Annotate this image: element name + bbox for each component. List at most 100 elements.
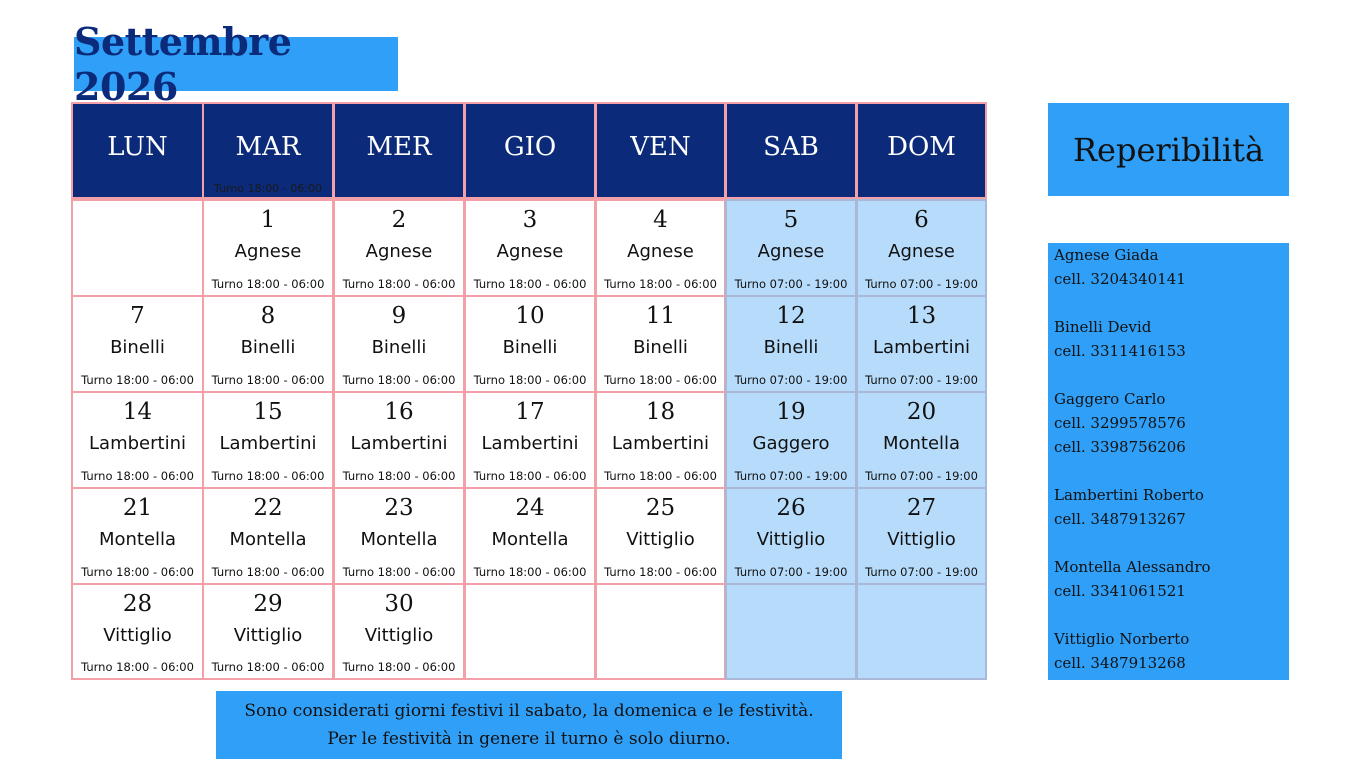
day-cell-16: 16 Lambertini Turno 18:00 - 06:00 — [333, 391, 465, 489]
shift-time: Turno 18:00 - 06:00 — [342, 660, 456, 674]
on-call-name: Lambertini — [89, 433, 186, 454]
contact-phone: cell. 3299578576 — [1054, 414, 1186, 432]
day-number: 22 — [253, 495, 283, 521]
contact-entry: Binelli Devid cell. 3311416153 — [1054, 315, 1289, 363]
day-number: 21 — [122, 495, 153, 521]
day-cell-30: 30 Vittiglio Turno 18:00 - 06:00 — [333, 583, 465, 680]
shift-time: Turno 07:00 - 19:00 — [734, 277, 848, 291]
day-number: 15 — [253, 399, 283, 425]
weekday-label: SAB — [763, 132, 819, 162]
weekday-header-dom: DOM — [856, 102, 987, 199]
contact-phone: cell. 3398756206 — [1054, 438, 1186, 456]
shift-time: Turno 07:00 - 19:00 — [865, 469, 978, 483]
shift-time: Turno 07:00 - 19:00 — [734, 565, 848, 579]
day-cell-8: 8 Binelli Turno 18:00 - 06:00 — [202, 295, 334, 393]
shift-time: Turno 07:00 - 19:00 — [865, 373, 978, 387]
note-line: Per le festività in genere il turno è so… — [327, 729, 731, 749]
day-cell-10: 10 Binelli Turno 18:00 - 06:00 — [464, 295, 596, 393]
day-number: 12 — [776, 303, 806, 329]
day-cell-7: 7 Binelli Turno 18:00 - 06:00 — [71, 295, 204, 393]
day-cell-1: 1 Agnese Turno 18:00 - 06:00 — [202, 199, 334, 297]
shift-time: Turno 07:00 - 19:00 — [734, 469, 848, 483]
contact-entry: Gaggero Carlo cell. 3299578576 cell. 33987… — [1054, 387, 1289, 459]
contact-phone: cell. 3341061521 — [1054, 582, 1186, 600]
contact-phone: cell. 3204340141 — [1054, 270, 1186, 288]
on-call-name: Gaggero — [752, 433, 830, 454]
shift-time: Turno 18:00 - 06:00 — [211, 373, 325, 387]
day-number: 14 — [122, 399, 153, 425]
on-call-name: Binelli — [763, 337, 819, 358]
holiday-note: Sono considerati giorni festivi il sabat… — [216, 691, 842, 759]
day-number: 18 — [645, 399, 676, 425]
shift-time: Turno 18:00 - 06:00 — [342, 373, 456, 387]
day-number: 24 — [515, 495, 545, 521]
day-number: 16 — [384, 399, 414, 425]
day-number: 5 — [783, 207, 799, 233]
weekday-label: LUN — [107, 132, 168, 162]
weekday-header-mer: MER — [333, 102, 465, 199]
weekday-header-ven: VEN — [595, 102, 726, 199]
contact-name: Lambertini Roberto — [1054, 486, 1204, 504]
shift-time: Turno 07:00 - 19:00 — [865, 565, 978, 579]
shift-time: Turno 18:00 - 06:00 — [473, 277, 587, 291]
day-number: 25 — [645, 495, 676, 521]
shift-time: Turno 18:00 - 06:00 — [211, 469, 325, 483]
on-call-name: Agnese — [888, 241, 955, 262]
on-call-name: Agnese — [496, 241, 564, 262]
contact-entry: Montella Alessandro cell. 3341061521 — [1054, 555, 1289, 603]
day-number: 7 — [130, 303, 145, 329]
shift-time: Turno 07:00 - 19:00 — [734, 373, 848, 387]
contact-entry: Agnese Giada cell. 3204340141 — [1054, 243, 1289, 291]
contact-entry: Lambertini Roberto cell. 3487913267 — [1054, 483, 1289, 531]
on-call-name: Binelli — [240, 337, 296, 358]
on-call-name: Binelli — [502, 337, 558, 358]
contact-entry: Vittiglio Norberto cell. 3487913268 — [1054, 627, 1289, 675]
calendar-grid: LUN MAR Turno 18:00 - 06:00 MER GIO VEN SAB DOM… — [71, 102, 987, 680]
on-call-name: Vittiglio — [887, 529, 956, 550]
day-number: 13 — [906, 303, 937, 329]
on-call-name: Lambertini — [350, 433, 448, 454]
shift-time: Turno 18:00 - 06:00 — [604, 277, 717, 291]
on-call-name: Binelli — [371, 337, 427, 358]
weekday-header-mar: MAR Turno 18:00 - 06:00 — [202, 102, 334, 199]
on-call-name: Agnese — [627, 241, 694, 262]
day-cell-12: 12 Binelli Turno 07:00 - 19:00 — [725, 295, 857, 393]
reperibilita-title: Reperibilità — [1048, 103, 1289, 196]
shift-time: Turno 18:00 - 06:00 — [211, 660, 325, 674]
shift-time: Turno 18:00 - 06:00 — [81, 565, 194, 579]
day-cell-24: 24 Montella Turno 18:00 - 06:00 — [464, 487, 596, 585]
day-cell-15: 15 Lambertini Turno 18:00 - 06:00 — [202, 391, 334, 489]
shift-time: Turno 18:00 - 06:00 — [342, 277, 456, 291]
day-cell-4: 4 Agnese Turno 18:00 - 06:00 — [595, 199, 726, 297]
on-call-name: Vittiglio — [364, 625, 434, 646]
day-number: 3 — [522, 207, 538, 233]
shift-time: Turno 18:00 - 06:00 — [604, 469, 717, 483]
empty-day-cell — [464, 583, 596, 680]
shift-time: Turno 18:00 - 06:00 — [342, 469, 456, 483]
day-cell-6: 6 Agnese Turno 07:00 - 19:00 — [856, 199, 987, 297]
on-call-name: Vittiglio — [756, 529, 826, 550]
shift-time: Turno 18:00 - 06:00 — [604, 565, 717, 579]
day-cell-5: 5 Agnese Turno 07:00 - 19:00 — [725, 199, 857, 297]
weekday-label: MAR — [235, 132, 301, 162]
on-call-name: Vittiglio — [103, 625, 172, 646]
day-cell-26: 26 Vittiglio Turno 07:00 - 19:00 — [725, 487, 857, 585]
contact-name: Vittiglio Norberto — [1054, 630, 1190, 648]
contact-name: Gaggero Carlo — [1054, 390, 1166, 408]
day-cell-28: 28 Vittiglio Turno 18:00 - 06:00 — [71, 583, 204, 680]
day-number: 27 — [906, 495, 937, 521]
day-number: 11 — [645, 303, 676, 329]
shift-time: Turno 18:00 - 06:00 — [211, 565, 325, 579]
weekday-label: GIO — [503, 132, 557, 162]
day-number: 30 — [384, 591, 414, 617]
day-number: 23 — [384, 495, 414, 521]
contact-phone: cell. 3311416153 — [1054, 342, 1186, 360]
shift-time: Turno 07:00 - 19:00 — [865, 277, 978, 291]
shift-time: Turno 18:00 - 06:00 — [342, 565, 456, 579]
on-call-name: Lambertini — [481, 433, 579, 454]
weekday-header-lun: LUN — [71, 102, 204, 199]
shift-time: Turno 18:00 - 06:00 — [473, 373, 587, 387]
empty-day-cell — [725, 583, 857, 680]
shift-time: Turno 18:00 - 06:00 — [81, 373, 194, 387]
day-number: 4 — [653, 207, 668, 233]
